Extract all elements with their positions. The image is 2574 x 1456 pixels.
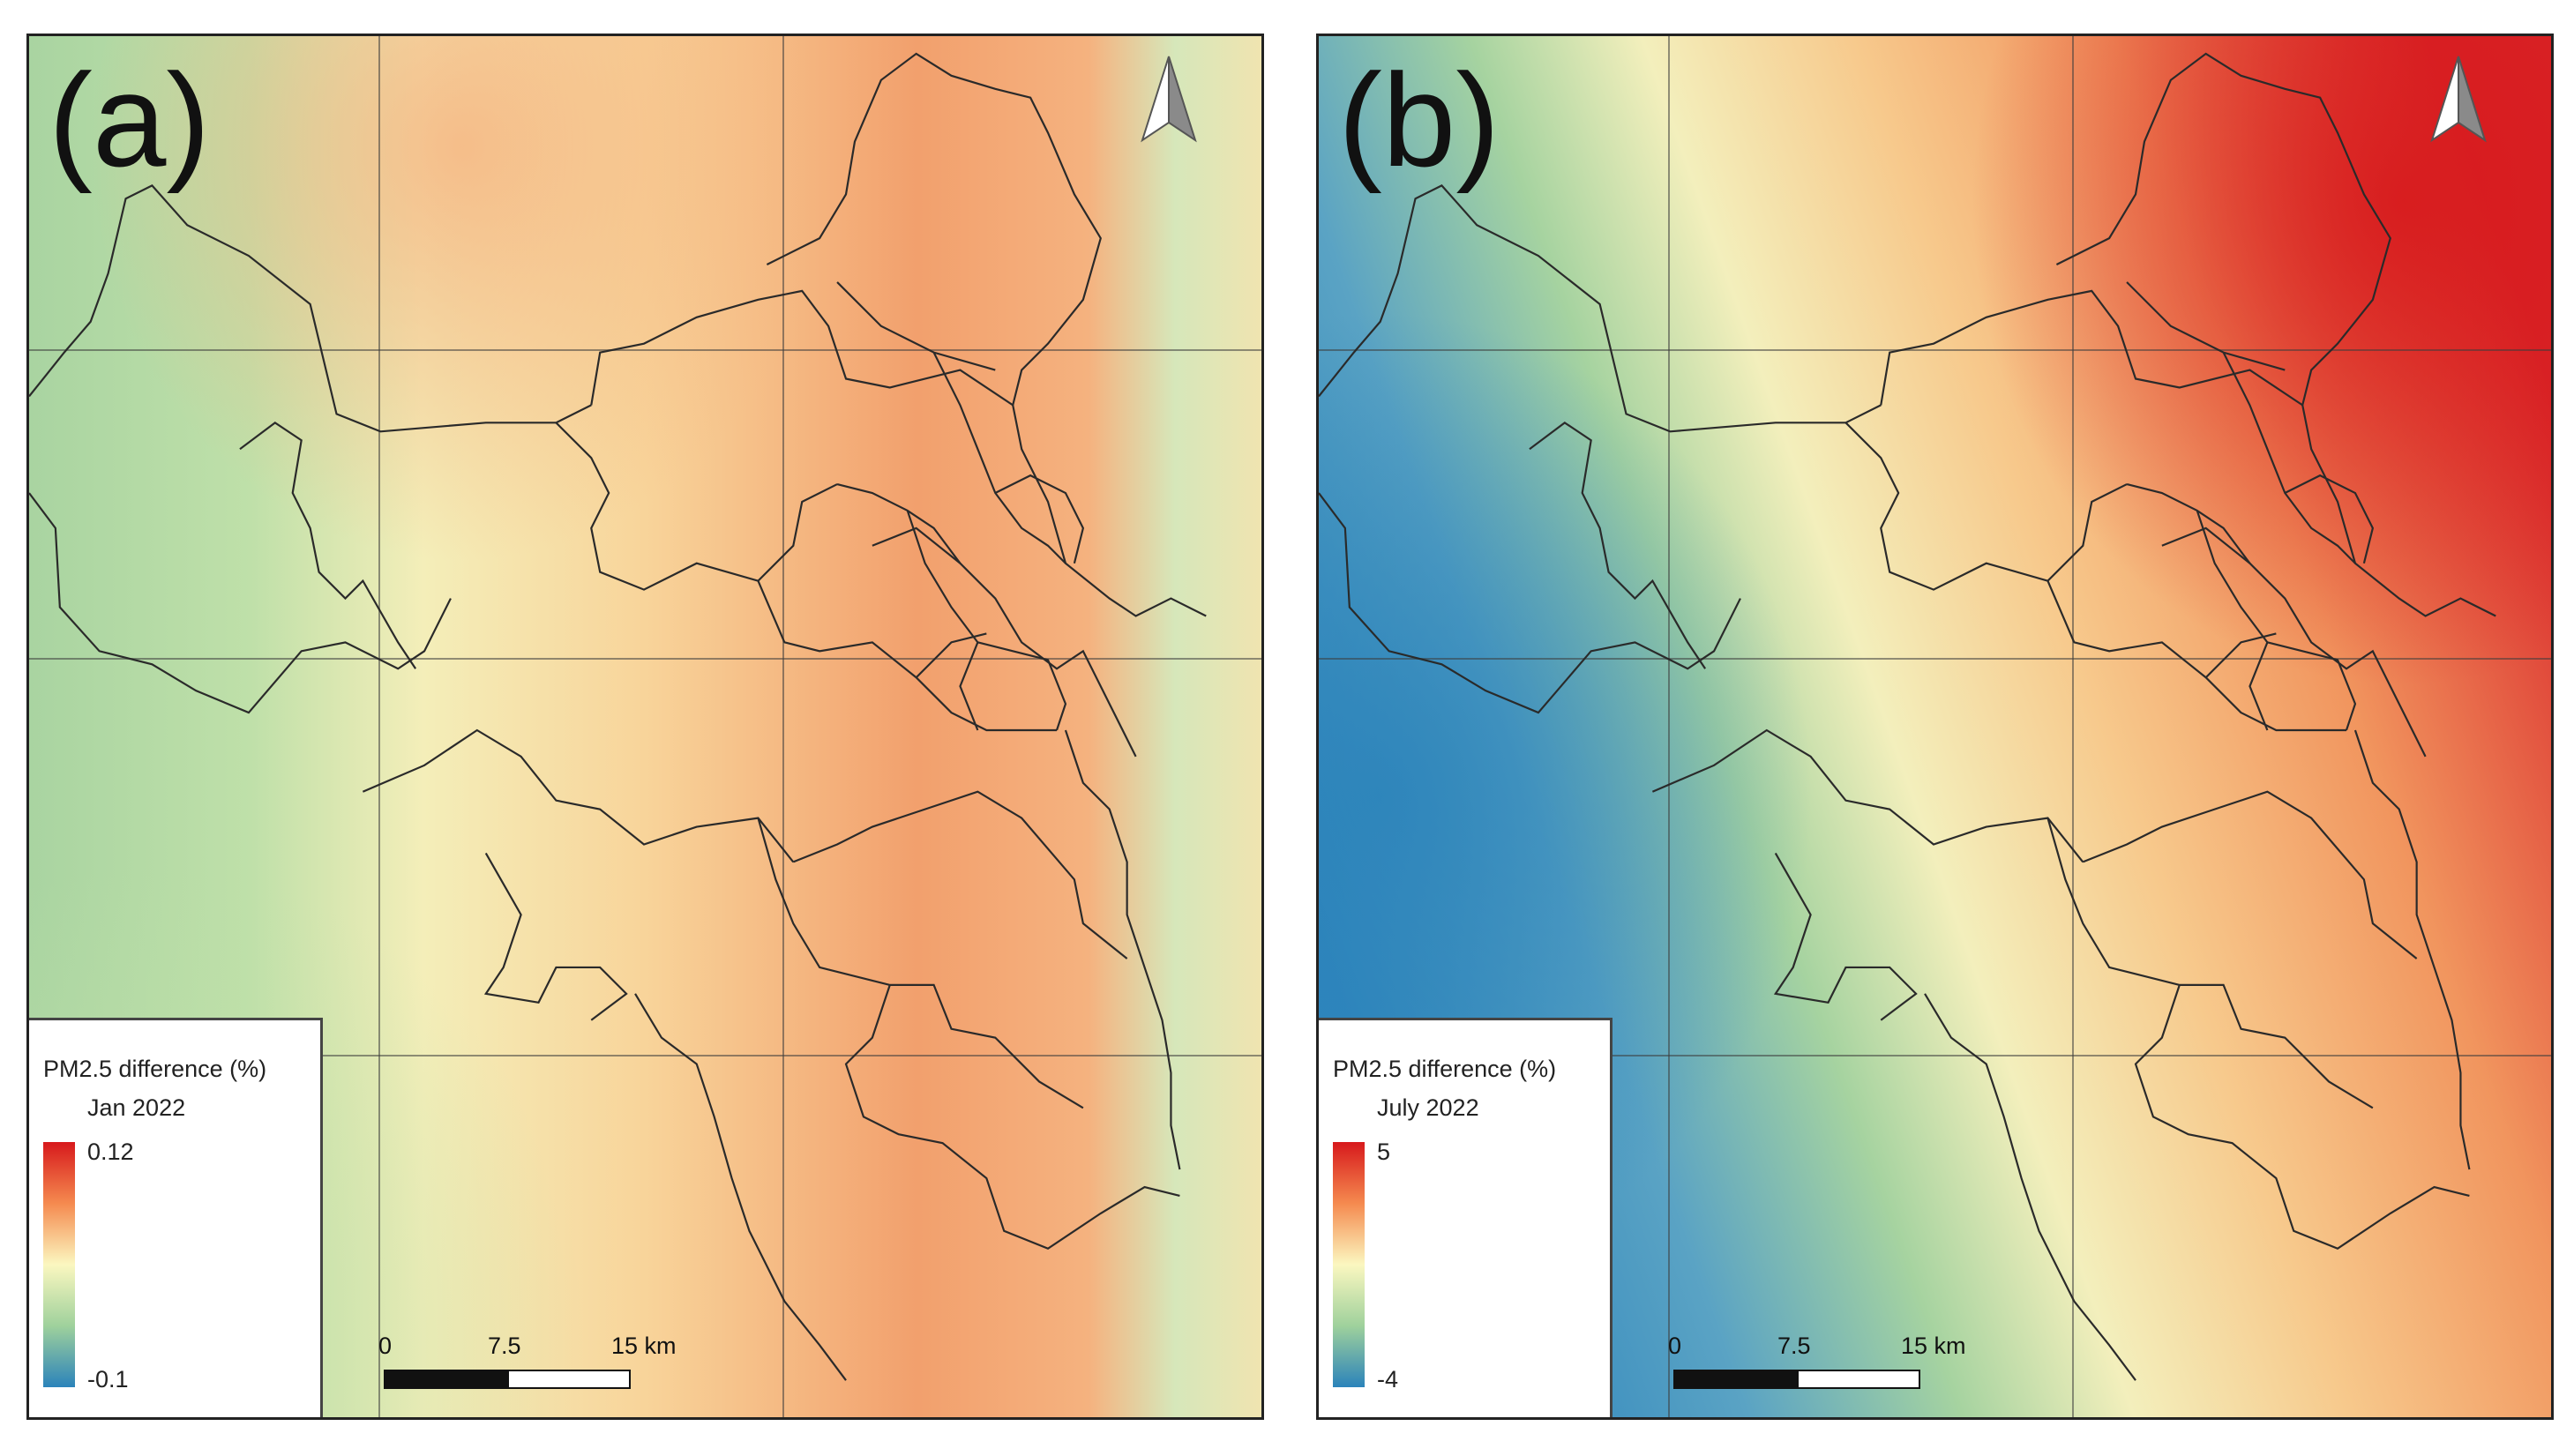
scale-label: 0 bbox=[1668, 1333, 1682, 1359]
scale-label: 0 bbox=[378, 1333, 393, 1359]
scale-label: 15 km bbox=[1901, 1333, 1966, 1359]
graticule-line bbox=[1319, 1055, 2551, 1057]
graticule-line bbox=[378, 36, 380, 1417]
graticule-line bbox=[29, 349, 1261, 351]
graticule-line bbox=[782, 36, 784, 1417]
graticule-line bbox=[1668, 36, 1670, 1417]
scale-label: 7.5 bbox=[1777, 1333, 1811, 1359]
legend-min-value: -0.1 bbox=[87, 1366, 129, 1393]
scale-label: 15 km bbox=[611, 1333, 677, 1359]
legend-colorbar bbox=[1333, 1142, 1365, 1387]
legend: PM2.5 difference (%) Jan 2022 0.12 -0.1 bbox=[29, 1018, 323, 1417]
legend-min-value: -4 bbox=[1377, 1366, 1399, 1393]
district-boundaries bbox=[29, 52, 1207, 1381]
legend-colorbar bbox=[43, 1142, 75, 1387]
legend-max-value: 5 bbox=[1377, 1139, 1391, 1165]
map-panel-a: (a) PM2.5 difference (%) Jan 2022 0.12 -… bbox=[26, 34, 1264, 1420]
legend-period: Jan 2022 bbox=[87, 1094, 186, 1121]
graticule-line bbox=[2072, 36, 2074, 1417]
pm25-raster-jan bbox=[29, 36, 1261, 1417]
legend-title: PM2.5 difference (%) bbox=[43, 1056, 267, 1082]
scale-segment bbox=[1673, 1370, 1797, 1389]
graticule-line bbox=[29, 658, 1261, 660]
district-boundaries bbox=[1319, 52, 2496, 1381]
scale-bar: 0 7.5 15 km bbox=[1668, 1333, 1966, 1394]
north-arrow-icon bbox=[2430, 56, 2487, 143]
panel-label: (a) bbox=[49, 46, 211, 194]
scale-label: 7.5 bbox=[488, 1333, 521, 1359]
scale-bar: 0 7.5 15 km bbox=[378, 1333, 677, 1394]
graticule-line bbox=[1319, 349, 2551, 351]
scale-segment bbox=[507, 1370, 631, 1389]
legend-title: PM2.5 difference (%) bbox=[1333, 1056, 1557, 1082]
map-panel-b: (b) PM2.5 difference (%) July 2022 5 -4 … bbox=[1316, 34, 2554, 1420]
legend-period: July 2022 bbox=[1377, 1094, 1479, 1121]
panel-label: (b) bbox=[1338, 46, 1500, 194]
legend: PM2.5 difference (%) July 2022 5 -4 bbox=[1319, 1018, 1612, 1417]
graticule-line bbox=[29, 1055, 1261, 1057]
scale-segment bbox=[384, 1370, 507, 1389]
legend-max-value: 0.12 bbox=[87, 1139, 134, 1165]
graticule-line bbox=[1319, 658, 2551, 660]
north-arrow-icon bbox=[1141, 56, 1197, 143]
scale-segment bbox=[1797, 1370, 1920, 1389]
